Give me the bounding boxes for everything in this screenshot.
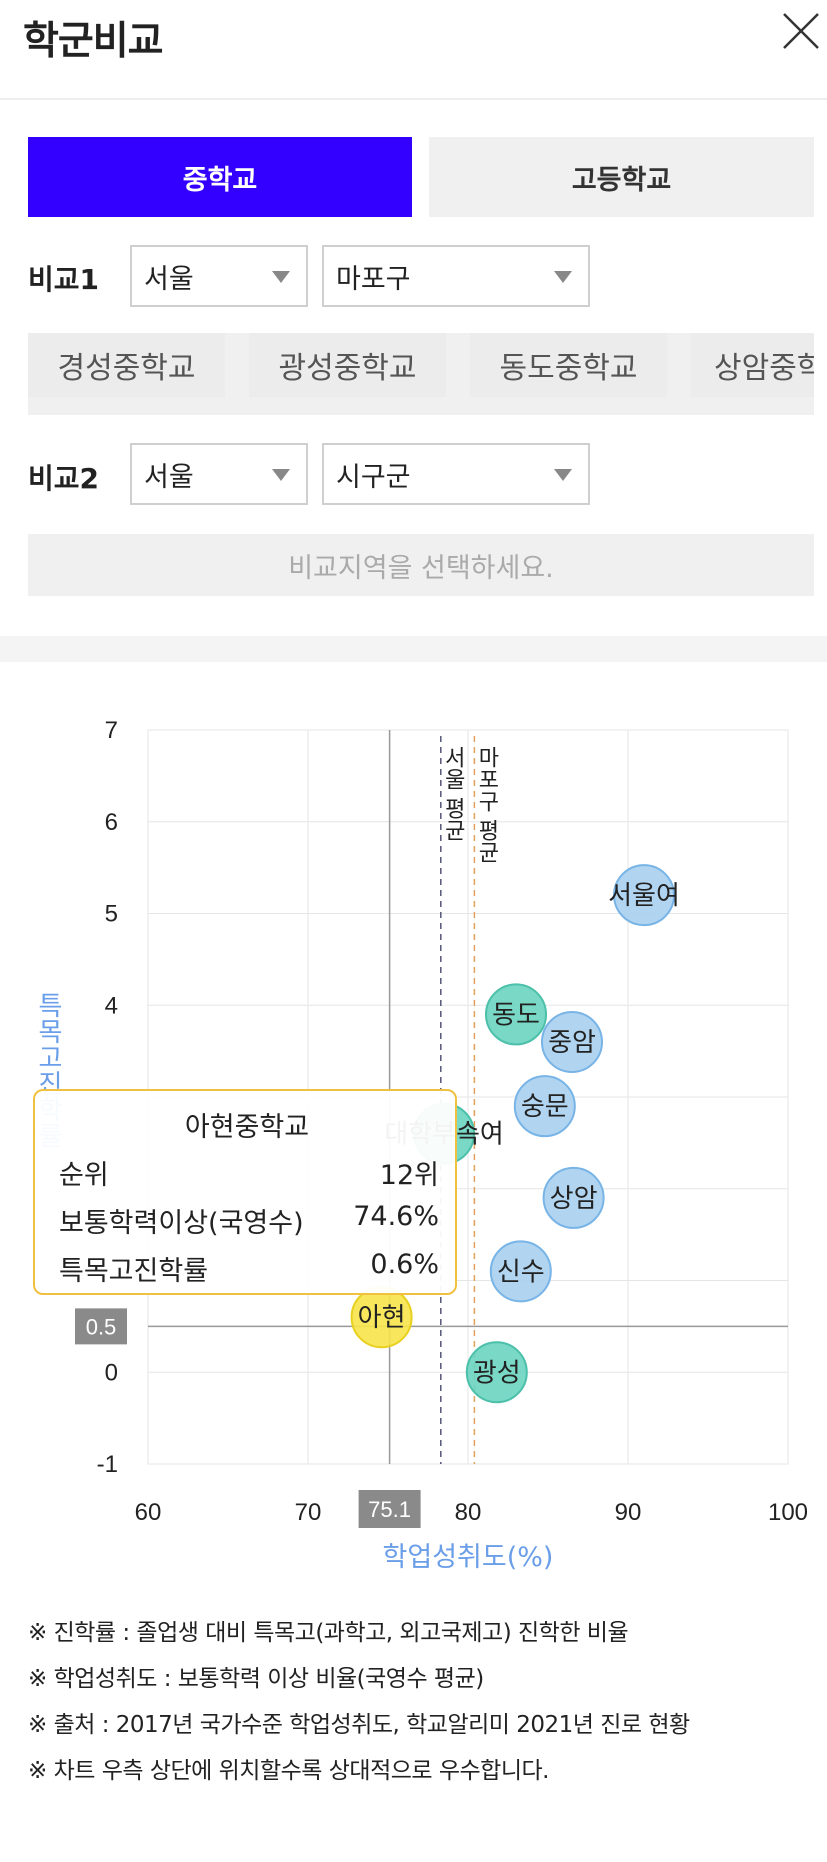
school-level-tabs: 중학교 고등학교 xyxy=(28,137,814,217)
compare1-label: 비교1 xyxy=(28,263,100,296)
y-tick-label: 5 xyxy=(105,901,118,928)
highlight-y-badge-label: 0.5 xyxy=(86,1314,117,1339)
header: 학군비교 xyxy=(0,0,827,100)
compare2-city-select[interactable]: 서울 xyxy=(130,443,308,505)
y-tick-label: 4 xyxy=(105,992,118,1019)
highlight-x-badge-label: 75.1 xyxy=(368,1497,411,1522)
school-chip[interactable]: 경성중학교 xyxy=(28,333,225,397)
data-point-label: 서울여 xyxy=(608,881,680,911)
data-point xyxy=(513,1075,576,1138)
compare2-district-select[interactable]: 시구군 xyxy=(322,443,590,505)
tooltip-title: 아현중학교 xyxy=(184,1112,310,1143)
dropdown-arrow-icon xyxy=(272,469,290,481)
dropdown-arrow-icon xyxy=(272,271,290,283)
tooltip-key: 보통학력이상(국영수) xyxy=(59,1208,304,1239)
school-chip[interactable]: 상암중학교 xyxy=(691,333,814,397)
dropdown-arrow-icon xyxy=(554,271,572,283)
note-line: ※ 진학률 : 졸업생 대비 특목고(과학고, 외고국제고) 진학한 비율 xyxy=(28,1620,629,1646)
x-tick-label: 60 xyxy=(135,1499,162,1526)
tooltip-key: 순위 xyxy=(59,1160,109,1191)
data-point-label: 광성 xyxy=(473,1358,521,1388)
y-tick-label: 6 xyxy=(105,809,118,836)
data-point xyxy=(542,1166,605,1229)
note-line: ※ 차트 우측 상단에 위치할수록 상대적으로 우수합니다. xyxy=(28,1758,549,1784)
y-tick-label: -1 xyxy=(97,1451,118,1478)
chart-tooltip: 아현중학교 순위 12위 보통학력이상(국영수) 74.6% 특목고진학률 0.… xyxy=(33,1089,457,1295)
data-point xyxy=(465,1341,528,1404)
dropdown-arrow-icon xyxy=(554,469,572,481)
x-tick-label: 90 xyxy=(615,1499,642,1526)
data-point-label: 숭문 xyxy=(521,1092,569,1122)
note-line: ※ 학업성취도 : 보통학력 이상 비율(국영수 평균) xyxy=(28,1666,484,1692)
x-tick-label: 100 xyxy=(768,1499,808,1526)
y-tick-label: 7 xyxy=(105,717,118,744)
reference-line-label: 서울 평균 xyxy=(440,746,465,841)
compare2-label: 비교2 xyxy=(28,462,100,495)
data-point xyxy=(541,1010,603,1073)
tooltip-value: 0.6% xyxy=(370,1249,439,1280)
tab-middle-school[interactable]: 중학교 xyxy=(28,137,412,217)
page-title: 학군비교 xyxy=(23,19,164,64)
x-tick-label: 70 xyxy=(295,1499,322,1526)
reference-line-label: 마포구 평균 xyxy=(474,746,499,863)
note-line: ※ 출처 : 2017년 국가수준 학업성취도, 학교알리미 2021년 진로 … xyxy=(28,1712,690,1738)
data-point-label: 아현 xyxy=(358,1303,406,1333)
y-tick-label: 0 xyxy=(105,1359,118,1386)
compare1-district-value: 마포구 xyxy=(336,263,411,295)
school-chip[interactable]: 동도중학교 xyxy=(470,333,667,397)
section-divider xyxy=(0,636,827,662)
highlight-y-badge xyxy=(75,1308,127,1345)
tooltip-key: 특목고진학률 xyxy=(59,1256,209,1287)
compare2-city-value: 서울 xyxy=(144,461,194,493)
school-chip-list: 경성중학교 광성중학교 동도중학교 상암중학교 xyxy=(28,333,814,415)
x-axis-title: 학업성취도(%) xyxy=(383,1542,554,1573)
data-point-label: 중암 xyxy=(548,1028,596,1058)
compare1-district-select[interactable]: 마포구 xyxy=(322,245,590,307)
compare2-notice: 비교지역을 선택하세요. xyxy=(28,534,814,596)
highlight-x-badge xyxy=(358,1490,421,1528)
data-point xyxy=(489,1240,552,1303)
close-icon[interactable] xyxy=(778,8,824,54)
data-point-label: 동도 xyxy=(492,1000,540,1030)
compare2-district-value: 시구군 xyxy=(336,461,411,493)
data-point-label: 상암 xyxy=(550,1184,598,1214)
compare1-city-select[interactable]: 서울 xyxy=(130,245,308,307)
tooltip-value: 74.6% xyxy=(353,1201,439,1232)
data-point xyxy=(485,983,547,1046)
x-tick-label: 80 xyxy=(455,1499,482,1526)
compare1-city-value: 서울 xyxy=(144,263,194,295)
data-point-label: 신수 xyxy=(497,1257,545,1287)
tooltip-value: 12위 xyxy=(379,1160,439,1191)
tab-high-school[interactable]: 고등학교 xyxy=(429,137,814,217)
chart-notes: ※ 진학률 : 졸업생 대비 특목고(과학고, 외고국제고) 진학한 비율 ※ … xyxy=(28,1610,818,1794)
data-point xyxy=(613,864,675,927)
school-chip[interactable]: 광성중학교 xyxy=(249,333,446,397)
